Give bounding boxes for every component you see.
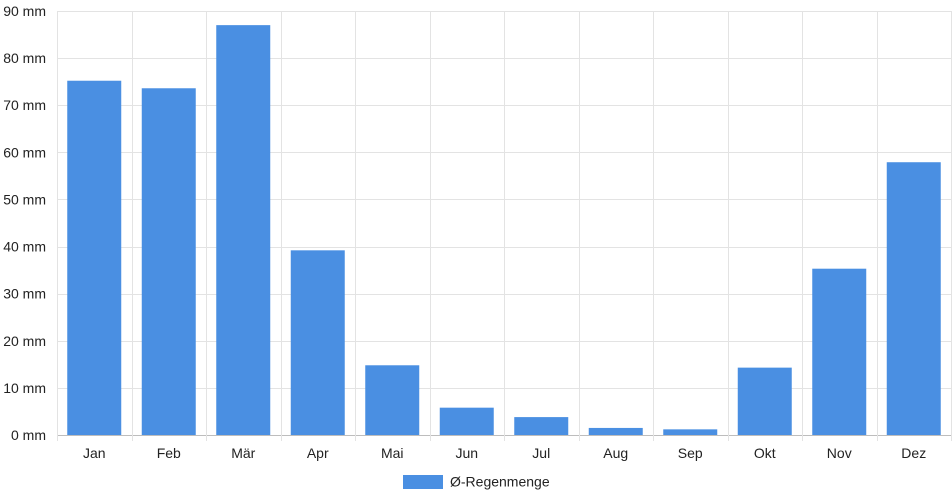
y-tick-label: 20 mm [3,333,46,349]
legend-swatch [403,475,443,489]
x-tick-label: Okt [754,445,776,461]
bar-mai[interactable] [365,365,420,435]
x-tick-label: Aug [603,445,628,461]
y-tick-label: 60 mm [3,144,46,160]
bar-okt[interactable] [737,367,792,435]
bar-sep[interactable] [663,429,718,435]
y-tick-label: 50 mm [3,191,46,207]
bar-jul[interactable] [514,417,569,435]
bar-jan[interactable] [67,80,122,436]
x-tick-label: Feb [157,445,181,461]
x-tick-label: Jan [83,445,106,461]
x-tick-label: Sep [678,445,703,461]
y-tick-label: 30 mm [3,286,46,302]
y-tick-label: 10 mm [3,380,46,396]
x-tick-label: Apr [307,445,329,461]
legend-label: Ø-Regenmenge [450,474,550,490]
legend[interactable]: Ø-Regenmenge [403,474,550,490]
bar-jun[interactable] [439,407,494,435]
bar-aug[interactable] [588,427,643,435]
x-tick-label: Mär [231,445,255,461]
y-tick-label: 0 mm [11,427,46,443]
y-tick-label: 40 mm [3,239,46,255]
y-tick-label: 90 mm [3,3,46,19]
axes: 0 mm 10 mm 20 mm 30 mm 40 mm 50 mm 60 mm 70 mm 8… [3,3,926,461]
x-tick-label: Jun [455,445,478,461]
y-tick-label: 80 mm [3,50,46,66]
bar-feb[interactable] [141,88,196,436]
bar-apr[interactable] [290,250,345,435]
bar-nov[interactable] [812,268,867,435]
x-tick-label: Dez [901,445,926,461]
y-tick-label: 70 mm [3,97,46,113]
bar-series [67,25,941,436]
x-tick-label: Mai [381,445,404,461]
bar-mär[interactable] [216,25,271,436]
x-tick-label: Nov [827,445,852,461]
bar-dez[interactable] [886,162,941,435]
x-tick-label: Jul [532,445,550,461]
